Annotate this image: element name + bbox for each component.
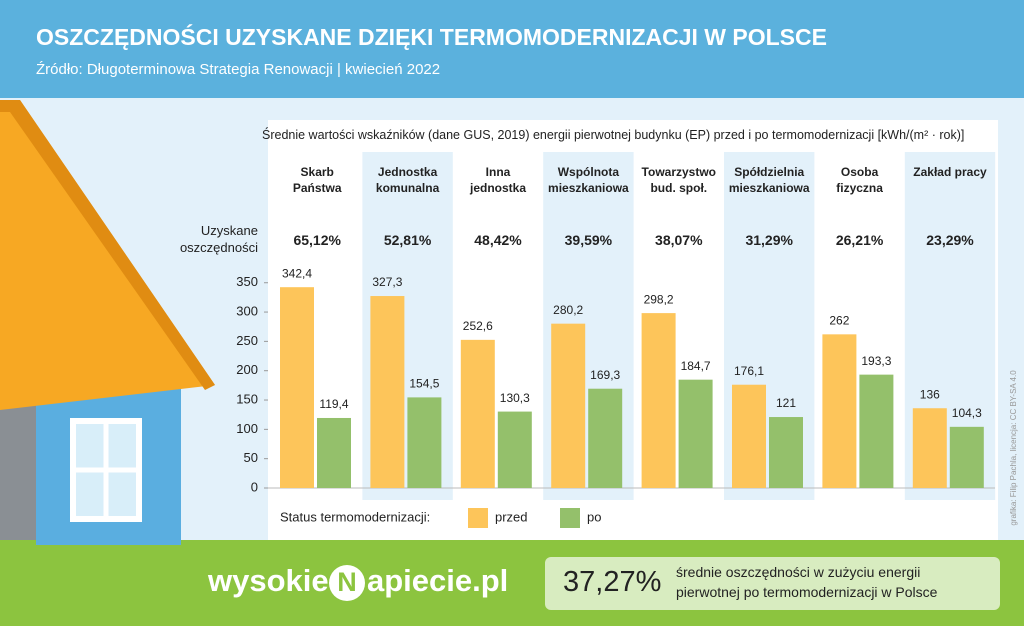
savings-label: 48,42% bbox=[474, 232, 522, 248]
savings-label: 65,12% bbox=[293, 232, 341, 248]
roof-edge bbox=[0, 100, 215, 390]
savings-label: 26,21% bbox=[835, 232, 884, 248]
bar bbox=[280, 287, 314, 488]
savings-label: 23,29% bbox=[926, 232, 974, 248]
savings-label: 39,59% bbox=[564, 232, 613, 248]
bar bbox=[912, 408, 947, 488]
axis-note: Średnie wartości wskaźników (dane GUS, 2… bbox=[262, 128, 965, 142]
category-label: Skarb Państwa bbox=[292, 165, 342, 195]
value-label: 252,6 bbox=[463, 319, 493, 333]
header-band bbox=[0, 0, 1024, 98]
value-label: 342,4 bbox=[282, 266, 312, 280]
legend-swatch bbox=[560, 508, 580, 528]
house-side bbox=[0, 390, 40, 540]
value-label: 154,5 bbox=[409, 377, 439, 391]
bar bbox=[859, 374, 894, 488]
savings-label: 31,29% bbox=[745, 232, 793, 248]
value-label: 298,2 bbox=[644, 292, 674, 306]
value-label: 119,4 bbox=[319, 397, 348, 411]
bar bbox=[317, 417, 351, 488]
savings-label: 38,07% bbox=[655, 232, 703, 248]
value-label: 193,3 bbox=[861, 354, 891, 368]
value-label: 280,2 bbox=[553, 303, 583, 317]
y-tick-label: 250 bbox=[236, 333, 258, 348]
bar bbox=[497, 411, 532, 488]
category-label: Zakład pracy bbox=[913, 165, 987, 179]
bar bbox=[949, 426, 984, 488]
legend-swatch bbox=[468, 508, 488, 528]
y-tick-label: 0 bbox=[251, 479, 258, 494]
logo-right: apiecie.pl bbox=[367, 563, 508, 598]
category-label: Jednostka komunalna bbox=[375, 165, 440, 195]
bar bbox=[407, 397, 442, 488]
value-label: 104,3 bbox=[952, 406, 982, 420]
logo-left: wysokie bbox=[207, 563, 329, 598]
footer-value: 37,27% bbox=[563, 566, 662, 598]
legend-label: przed bbox=[495, 509, 528, 524]
category-label: Spółdzielnia mieszkaniowa bbox=[728, 165, 810, 195]
category-label: Wspólnota mieszkaniowa bbox=[548, 165, 629, 195]
legend-label: po bbox=[587, 509, 601, 524]
chart-title: OSZCZĘDNOŚCI UZYSKANE DZIĘKI TERMOMODERN… bbox=[36, 24, 827, 50]
bar bbox=[460, 339, 495, 488]
bar bbox=[370, 296, 405, 488]
value-label: 121 bbox=[776, 396, 796, 410]
bar bbox=[678, 379, 713, 488]
category-label: Inna jednostka bbox=[469, 165, 526, 195]
bar bbox=[641, 313, 676, 488]
category-label: Towarzystwo bud. społ. bbox=[641, 165, 717, 195]
bar bbox=[732, 384, 766, 488]
legend-title: Status termomodernizacji: bbox=[280, 509, 430, 524]
value-label: 262 bbox=[829, 314, 849, 328]
chart-subtitle: Źródło: Długoterminowa Strategia Renowac… bbox=[36, 61, 441, 78]
y-tick-label: 150 bbox=[236, 391, 258, 406]
value-label: 169,3 bbox=[590, 368, 620, 382]
y-tick-label: 100 bbox=[236, 421, 258, 436]
logo-badge bbox=[329, 565, 365, 601]
footer-text: średnie oszczędności w zużyciu energii p… bbox=[676, 564, 938, 600]
logo-mark: N bbox=[337, 567, 357, 597]
roof bbox=[0, 100, 215, 410]
y-tick-label: 50 bbox=[244, 450, 258, 465]
y-tick-label: 300 bbox=[236, 303, 258, 318]
savings-title: Uzyskane oszczędności bbox=[179, 223, 258, 255]
y-tick-label: 200 bbox=[236, 362, 258, 377]
value-label: 176,1 bbox=[734, 364, 764, 378]
category-label: Osoba fizyczna bbox=[836, 165, 883, 195]
value-label: 327,3 bbox=[372, 275, 402, 289]
bar bbox=[551, 323, 586, 488]
bar bbox=[769, 417, 803, 488]
footer-box bbox=[545, 557, 1000, 610]
value-label: 184,7 bbox=[681, 359, 711, 373]
credit: grafika: Filip Pachla, licencja: CC BY-S… bbox=[1009, 370, 1018, 526]
y-tick-label: 350 bbox=[236, 274, 258, 289]
bar bbox=[822, 334, 857, 488]
bar bbox=[588, 388, 623, 488]
savings-label: 52,81% bbox=[383, 232, 432, 248]
value-label: 136 bbox=[920, 387, 940, 401]
value-label: 130,3 bbox=[500, 391, 530, 405]
